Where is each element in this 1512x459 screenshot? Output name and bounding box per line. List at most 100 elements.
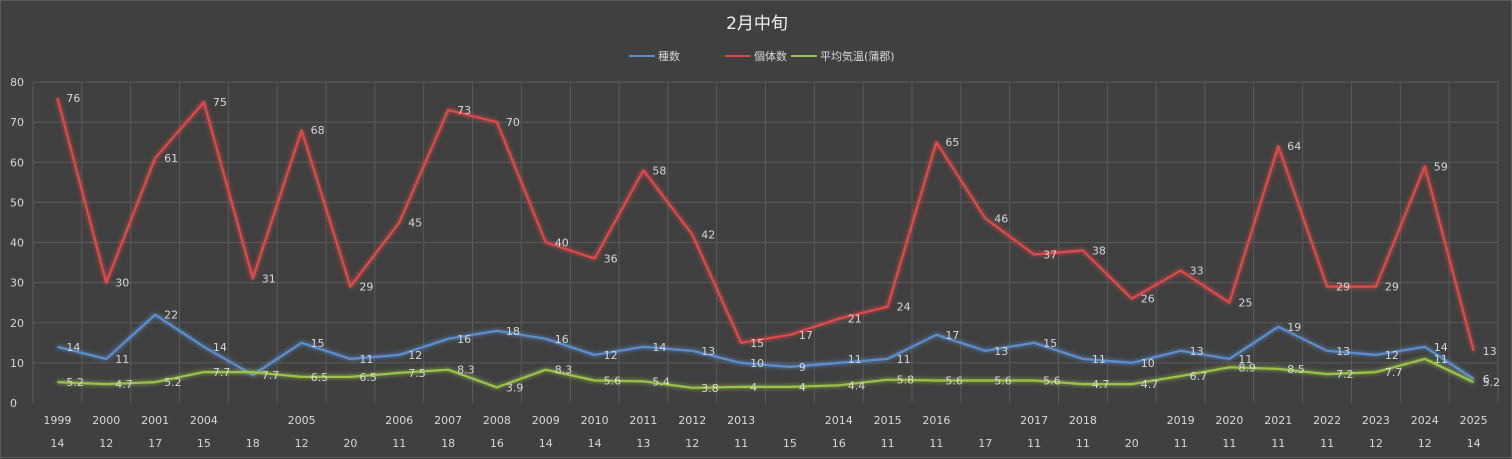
data-label: 73 bbox=[457, 104, 471, 117]
x-tick-label-count: 14 bbox=[588, 437, 602, 450]
x-tick-label-count: 12 bbox=[1418, 437, 1432, 450]
x-tick-label-year: 2020 bbox=[1215, 414, 1243, 427]
y-tick-label: 80 bbox=[10, 76, 24, 89]
data-label: 4.4 bbox=[848, 379, 866, 392]
data-label: 7.7 bbox=[1385, 366, 1403, 379]
data-label: 11 bbox=[1434, 353, 1448, 366]
data-label: 13 bbox=[1336, 345, 1350, 358]
x-tick-label-year: 2001 bbox=[141, 414, 169, 427]
x-tick-label-count: 11 bbox=[734, 437, 748, 450]
y-tick-label: 60 bbox=[10, 156, 24, 169]
x-tick-label-year: 2005 bbox=[288, 414, 316, 427]
x-tick-label-count: 16 bbox=[832, 437, 846, 450]
x-tick-label-year: 2019 bbox=[1167, 414, 1195, 427]
data-label: 65 bbox=[945, 136, 959, 149]
x-tick-label-year: 2009 bbox=[532, 414, 560, 427]
data-label: 22 bbox=[164, 309, 178, 322]
data-label: 45 bbox=[408, 216, 422, 229]
data-label: 70 bbox=[506, 116, 520, 129]
data-label: 15 bbox=[311, 337, 325, 350]
data-label: 4 bbox=[799, 381, 806, 394]
data-label: 16 bbox=[457, 333, 471, 346]
series-line bbox=[56, 97, 1475, 352]
data-label: 64 bbox=[1287, 140, 1301, 153]
data-label: 19 bbox=[1287, 321, 1301, 334]
data-label: 61 bbox=[164, 152, 178, 165]
x-tick-label-count: 14 bbox=[50, 437, 64, 450]
x-tick-label-count: 16 bbox=[490, 437, 504, 450]
x-tick-label-count: 11 bbox=[1320, 437, 1334, 450]
data-label: 7.2 bbox=[1336, 368, 1354, 381]
x-tick-label-count: 14 bbox=[539, 437, 553, 450]
data-label: 15 bbox=[1043, 337, 1057, 350]
x-tick-label-year: 2000 bbox=[92, 414, 120, 427]
data-label: 75 bbox=[213, 96, 227, 109]
data-label: 8.9 bbox=[1238, 361, 1256, 374]
data-label: 37 bbox=[1043, 249, 1057, 262]
data-label: 12 bbox=[604, 349, 618, 362]
y-tick-label: 50 bbox=[10, 196, 24, 209]
legend-label: 種数 bbox=[658, 49, 680, 63]
x-tick-label-count: 11 bbox=[1027, 437, 1041, 450]
y-tick-label: 0 bbox=[10, 397, 17, 410]
x-tick-label-count: 15 bbox=[783, 437, 797, 450]
x-tick-label-year: 2021 bbox=[1264, 414, 1292, 427]
data-label: 5.2 bbox=[66, 376, 84, 389]
data-label: 11 bbox=[1238, 353, 1252, 366]
data-label: 68 bbox=[311, 124, 325, 137]
data-label: 11 bbox=[359, 353, 373, 366]
data-label: 10 bbox=[750, 357, 764, 370]
data-label: 3.9 bbox=[506, 381, 523, 394]
data-label: 31 bbox=[262, 273, 276, 286]
data-label: 6 bbox=[1483, 373, 1490, 386]
legend: 種数 個体数 平均気温(蒲郡) bbox=[629, 49, 895, 63]
x-tick-label-count: 18 bbox=[246, 437, 260, 450]
data-label: 17 bbox=[799, 329, 813, 342]
x-tick-label-count: 20 bbox=[343, 437, 357, 450]
data-label: 12 bbox=[408, 349, 422, 362]
data-label: 12 bbox=[1385, 349, 1399, 362]
data-label: 10 bbox=[1141, 357, 1155, 370]
chart-title: 2月中旬 bbox=[726, 14, 788, 34]
data-label: 8.3 bbox=[457, 364, 475, 377]
data-label: 15 bbox=[750, 337, 764, 350]
data-label: 4 bbox=[750, 381, 757, 394]
x-tick-label-year: 2018 bbox=[1069, 414, 1097, 427]
data-label: 11 bbox=[848, 353, 862, 366]
x-tick-label-count: 13 bbox=[636, 437, 650, 450]
x-tick-label-year: 2006 bbox=[385, 414, 413, 427]
x-tick-label-year: 2013 bbox=[727, 414, 755, 427]
x-tick-label-count: 11 bbox=[1271, 437, 1285, 450]
x-tick-label-count: 11 bbox=[392, 437, 406, 450]
x-tick-label-count: 11 bbox=[1174, 437, 1188, 450]
data-label: 29 bbox=[1385, 281, 1399, 294]
data-label: 14 bbox=[66, 341, 80, 354]
data-label: 6.7 bbox=[1190, 370, 1208, 383]
x-tick-label-count: 17 bbox=[978, 437, 992, 450]
data-label: 26 bbox=[1141, 293, 1155, 306]
data-label: 5.4 bbox=[652, 375, 670, 388]
data-label: 5.6 bbox=[945, 375, 963, 388]
x-tick-label-year: 2025 bbox=[1460, 414, 1488, 427]
data-label: 11 bbox=[897, 353, 911, 366]
x-tick-label-count: 12 bbox=[99, 437, 113, 450]
x-tick-label-year: 2012 bbox=[678, 414, 706, 427]
data-label: 24 bbox=[897, 301, 911, 314]
x-tick-label-count: 12 bbox=[295, 437, 309, 450]
x-tick-label-count: 15 bbox=[197, 437, 211, 450]
y-tick-label: 70 bbox=[10, 116, 24, 129]
data-label: 4.7 bbox=[115, 378, 133, 391]
data-label: 7.5 bbox=[408, 367, 426, 380]
data-label: 8.5 bbox=[1287, 363, 1305, 376]
data-label: 17 bbox=[945, 329, 959, 342]
data-label: 16 bbox=[555, 333, 569, 346]
data-label: 5.8 bbox=[897, 374, 915, 387]
x-tick-label-count: 12 bbox=[1369, 437, 1383, 450]
data-label: 21 bbox=[848, 313, 862, 326]
data-label: 33 bbox=[1190, 265, 1204, 278]
data-label: 8.3 bbox=[555, 364, 573, 377]
x-tick-label-count: 20 bbox=[1125, 437, 1139, 450]
data-label: 3.8 bbox=[701, 382, 719, 395]
